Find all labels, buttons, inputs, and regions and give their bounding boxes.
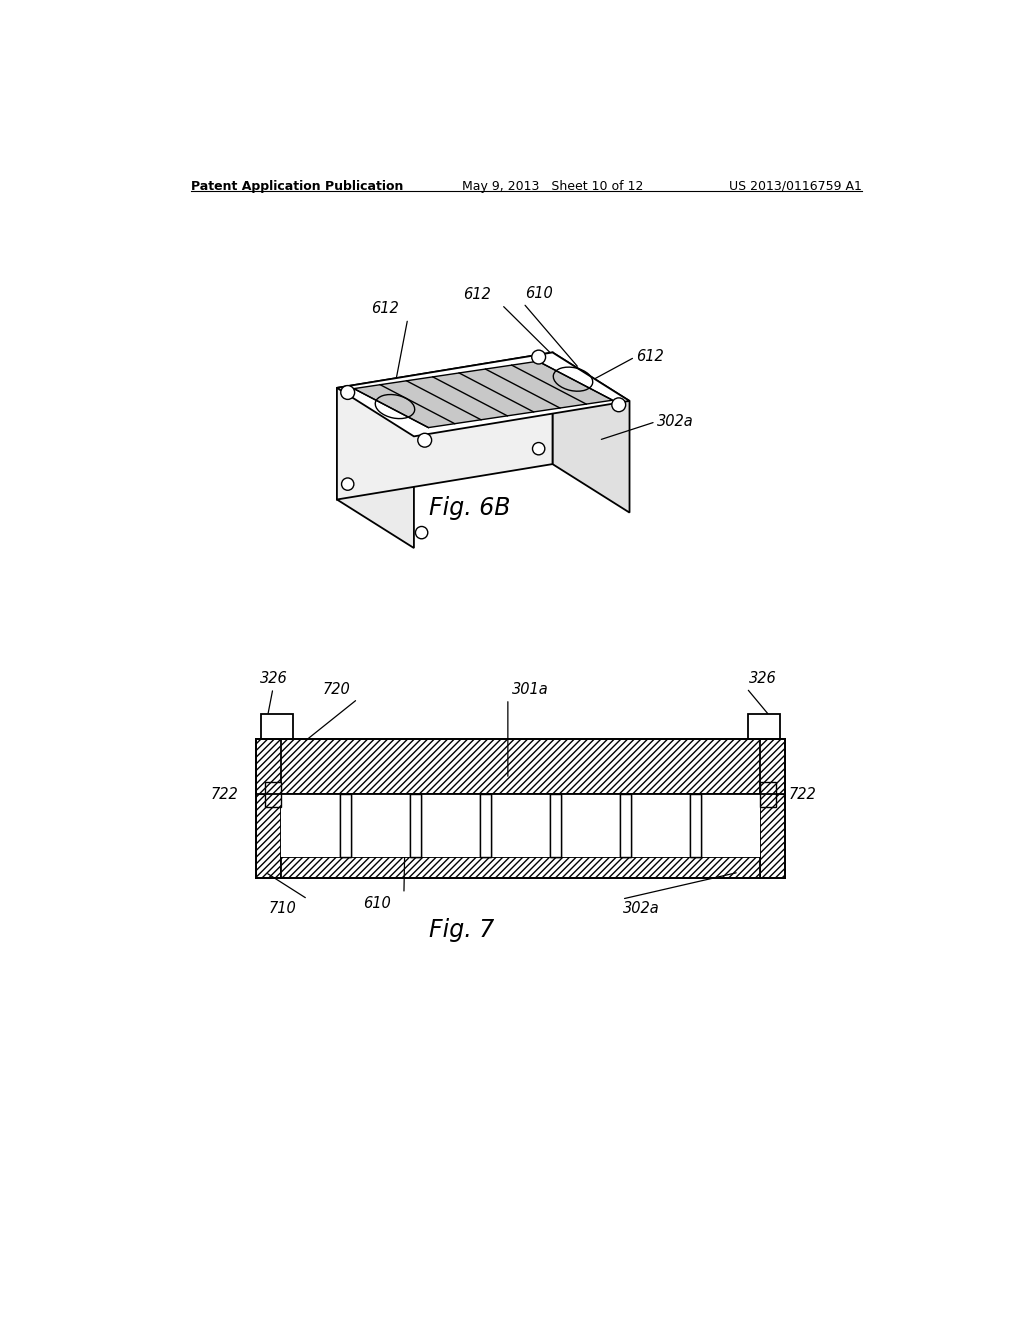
- Polygon shape: [354, 362, 612, 428]
- Text: 610: 610: [364, 896, 391, 911]
- Polygon shape: [621, 795, 631, 857]
- Circle shape: [341, 385, 354, 400]
- Circle shape: [611, 397, 626, 412]
- Polygon shape: [553, 352, 630, 512]
- Circle shape: [418, 433, 432, 447]
- Polygon shape: [261, 714, 293, 739]
- Polygon shape: [337, 352, 553, 499]
- Polygon shape: [281, 795, 340, 857]
- Polygon shape: [421, 795, 480, 857]
- Polygon shape: [480, 795, 490, 857]
- Polygon shape: [631, 795, 690, 857]
- Text: 301a: 301a: [512, 682, 549, 697]
- Polygon shape: [340, 795, 351, 857]
- Polygon shape: [337, 352, 630, 437]
- Text: 612: 612: [463, 288, 490, 302]
- Polygon shape: [410, 795, 421, 857]
- Polygon shape: [561, 795, 621, 857]
- Text: Fig. 7: Fig. 7: [429, 917, 495, 942]
- Text: US 2013/0116759 A1: US 2013/0116759 A1: [729, 180, 862, 193]
- Polygon shape: [340, 795, 351, 857]
- Polygon shape: [690, 795, 701, 857]
- Text: 610: 610: [524, 286, 553, 301]
- Polygon shape: [410, 795, 421, 857]
- Text: May 9, 2013   Sheet 10 of 12: May 9, 2013 Sheet 10 of 12: [462, 180, 643, 193]
- Circle shape: [342, 478, 354, 490]
- Text: 326: 326: [749, 671, 776, 686]
- Polygon shape: [761, 739, 785, 878]
- Polygon shape: [281, 857, 761, 878]
- Polygon shape: [351, 795, 410, 857]
- Text: 612: 612: [371, 301, 398, 317]
- Text: 612: 612: [637, 348, 665, 364]
- Polygon shape: [690, 795, 701, 857]
- Circle shape: [532, 442, 545, 455]
- Text: Patent Application Publication: Patent Application Publication: [190, 180, 403, 193]
- Polygon shape: [701, 795, 761, 857]
- Text: 722: 722: [211, 787, 239, 803]
- Polygon shape: [256, 739, 785, 878]
- Polygon shape: [761, 781, 776, 807]
- Text: 722: 722: [788, 787, 817, 803]
- Polygon shape: [621, 795, 631, 857]
- Polygon shape: [550, 795, 561, 857]
- Text: 710: 710: [268, 902, 296, 916]
- Text: 302a: 302a: [624, 902, 660, 916]
- Text: 326: 326: [260, 671, 288, 686]
- Polygon shape: [337, 388, 414, 548]
- Polygon shape: [749, 714, 780, 739]
- Polygon shape: [265, 781, 281, 807]
- Circle shape: [531, 350, 546, 364]
- Polygon shape: [550, 795, 561, 857]
- Polygon shape: [256, 739, 785, 795]
- Text: Fig. 6B: Fig. 6B: [429, 496, 510, 520]
- Polygon shape: [490, 795, 550, 857]
- Polygon shape: [480, 795, 490, 857]
- Polygon shape: [256, 739, 281, 878]
- Circle shape: [416, 527, 428, 539]
- Text: 302a: 302a: [657, 414, 694, 429]
- Text: 720: 720: [323, 682, 350, 697]
